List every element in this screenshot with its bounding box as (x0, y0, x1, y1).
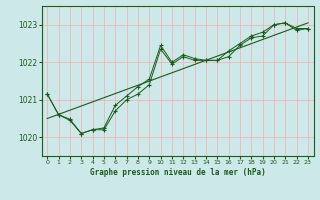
X-axis label: Graphe pression niveau de la mer (hPa): Graphe pression niveau de la mer (hPa) (90, 168, 266, 177)
